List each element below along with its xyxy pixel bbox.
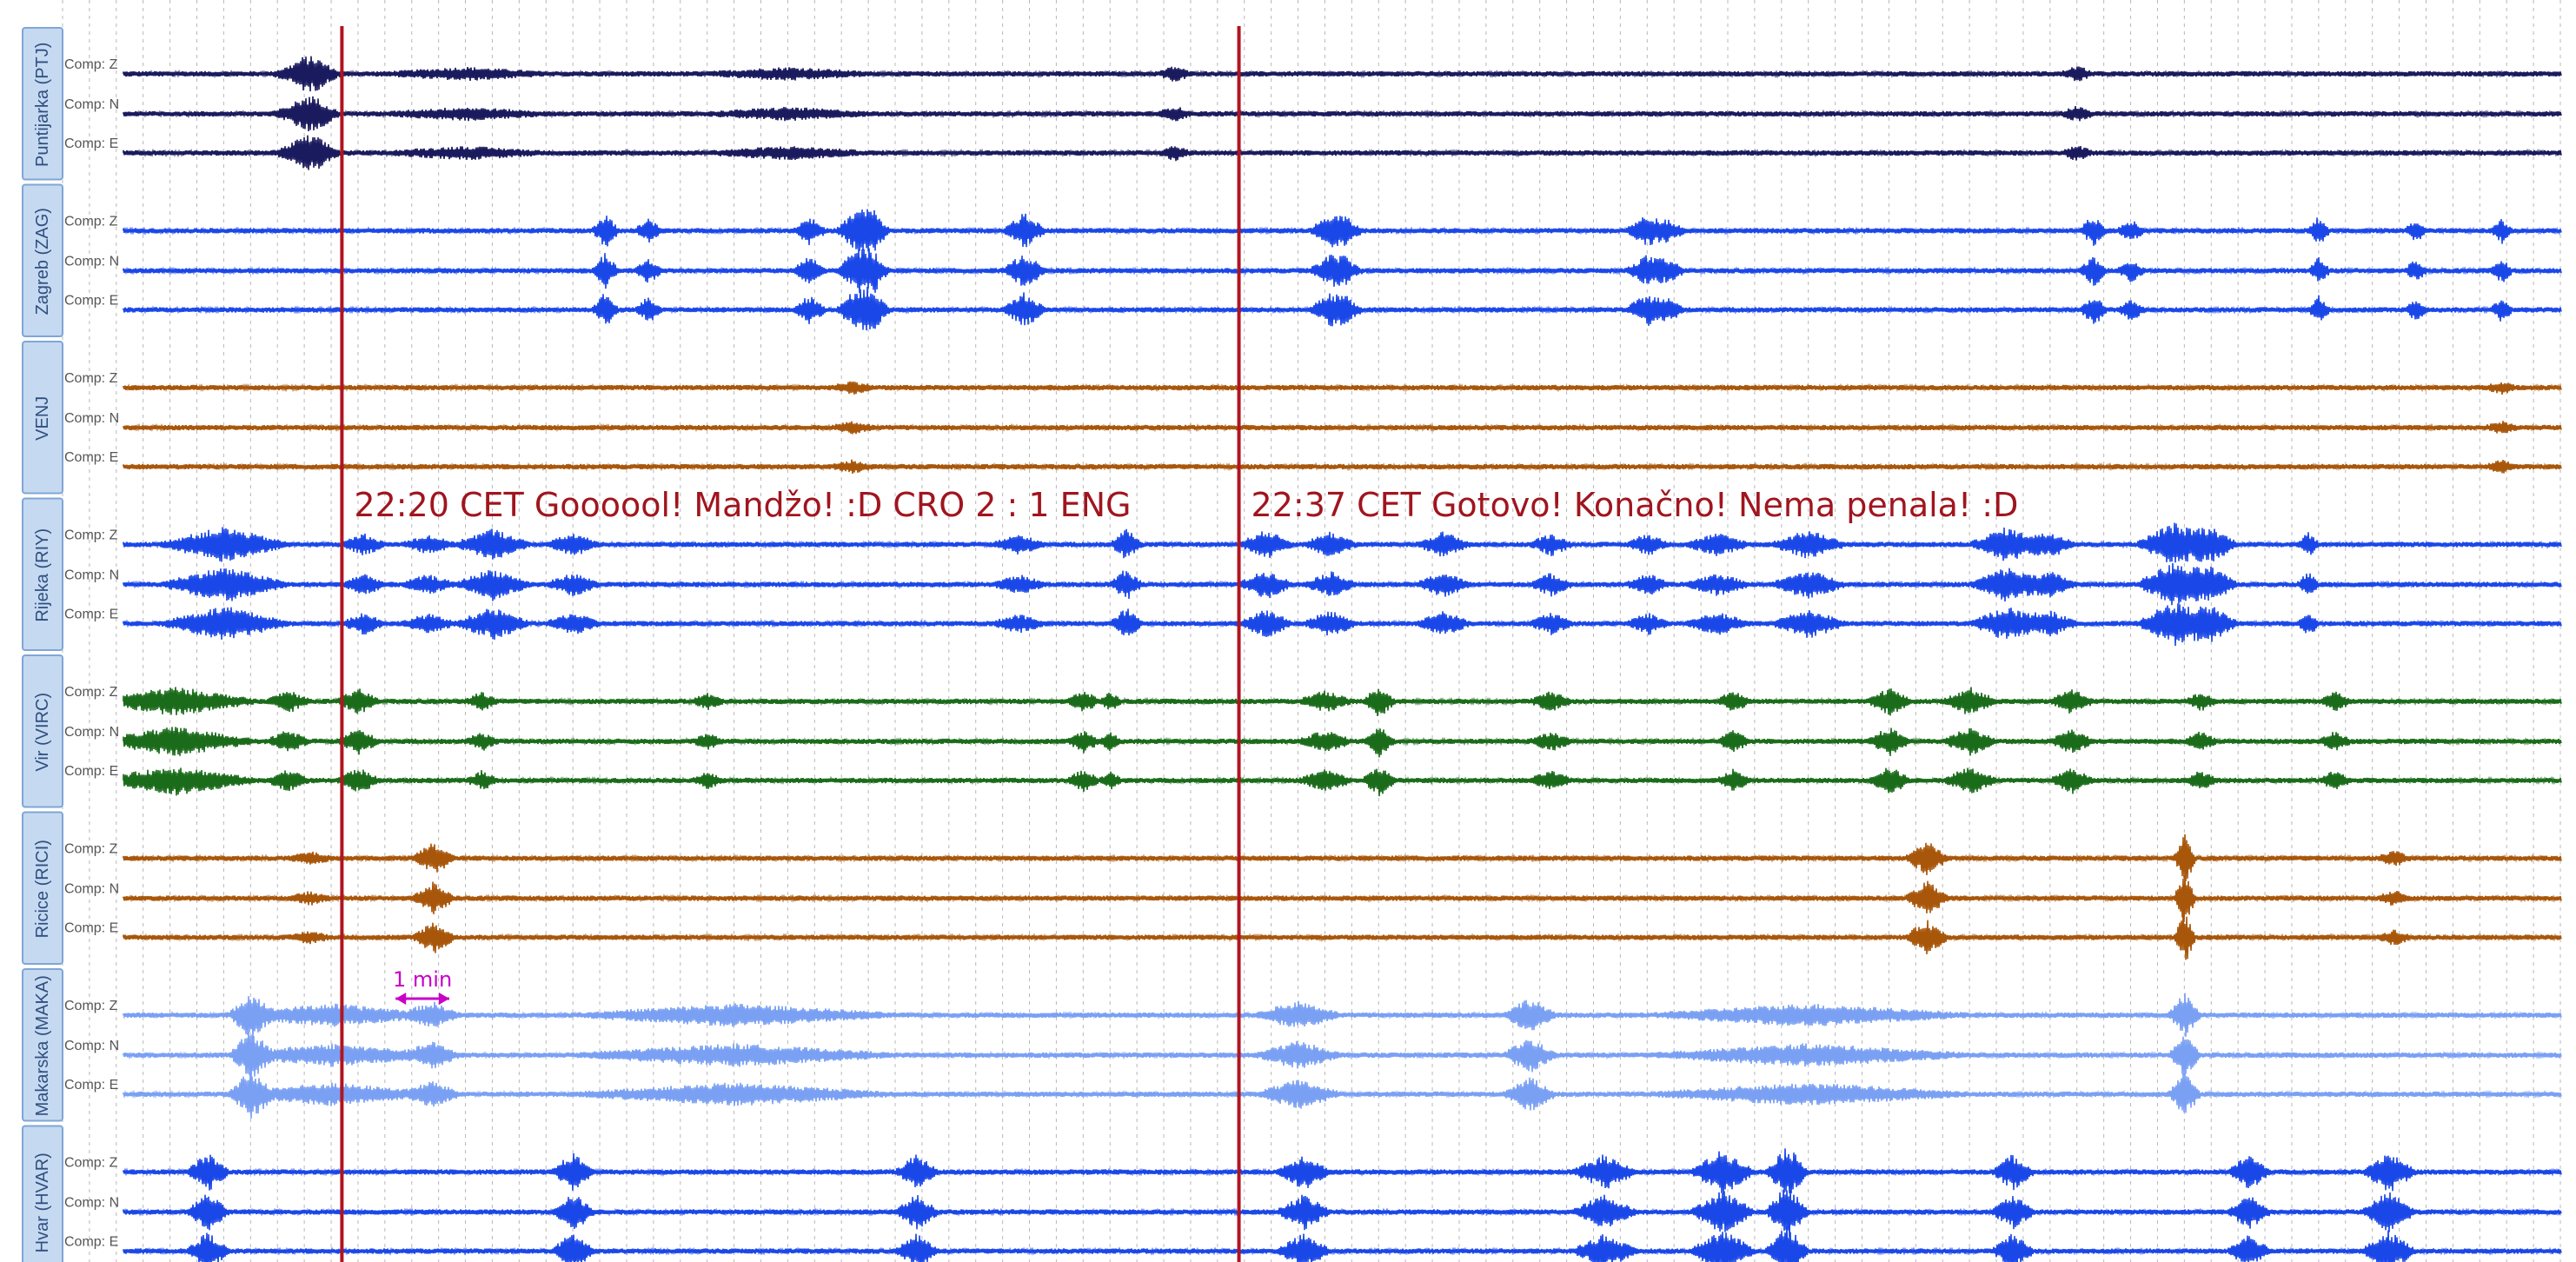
station-tab: VENJ [22,341,63,495]
station-tab: Zagreb (ZAG) [22,183,63,337]
component-label: Comp: Z [64,685,118,700]
station-tab-bg [22,968,63,1122]
station-tab-bg [22,341,63,495]
waveform-trace [123,96,2562,132]
component-label: Comp: E [64,294,118,309]
waveform-trace [123,727,2562,758]
waveform-trace [123,135,2562,170]
component-label: Comp: E [64,608,118,622]
station-label: Puntijarka (PTJ) [33,43,52,167]
station-tab-bg [22,183,63,337]
waveform-trace [123,767,2562,797]
station-tab-bg [22,27,63,181]
waveform-trace [123,522,2562,563]
component-label: Comp: Z [64,999,118,1013]
waveform-trace [123,1225,2562,1262]
waveform-traces: Comp: Z Comp: N Comp: E Comp: Z Comp: N Comp:… [64,56,2562,1262]
component-label: Comp: E [64,921,118,936]
component-label: Comp: N [64,725,119,740]
waveform-trace [123,286,2562,331]
scale-arrow-left-icon [395,993,407,1005]
station-tab-bg [22,811,63,965]
waveform-trace [123,1032,2562,1080]
station-tab-bg [22,654,63,808]
waveform-trace [123,421,2562,435]
event-markers [340,26,1241,1262]
station-tab: Vir (VIRC) [22,654,63,808]
component-label: Comp: E [64,1078,118,1093]
component-label: Comp: Z [64,1156,118,1171]
station-tab: Makarska (MAKA) [22,968,63,1122]
component-label: Comp: N [64,1196,119,1211]
station-tab: Rijeka (RIY) [22,497,63,651]
waveform-trace [123,1189,2562,1238]
waveform-trace [123,1148,2562,1195]
waveform-trace [123,248,2562,294]
component-label: Comp: Z [64,842,118,857]
station-tab-bg [22,497,63,651]
scale-arrow-right-icon [439,993,450,1005]
event-annotation: 22:20 CET Goooool! Mandžo! :D CRO 2 : 1 … [354,486,1131,524]
waveform-trace [123,993,2562,1039]
station-label: Vir (VIRC) [33,693,52,772]
station-label: Makarska (MAKA) [33,975,52,1116]
station-tab: Puntijarka (PTJ) [22,27,63,181]
station-tabs: Puntijarka (PTJ) Zagreb (ZAG) VENJ Rijeka (… [22,27,63,1262]
component-label: Comp: N [64,97,119,112]
component-label: Comp: Z [64,57,118,72]
station-label: Ricice (RICI) [33,840,52,938]
scale-bar-label: 1 min [393,967,452,992]
waveform-trace [123,56,2562,92]
component-label: Comp: Z [64,371,118,386]
station-tab: Ricice (RICI) [22,811,63,965]
event-annotation: 22:37 CET Gotovo! Konačno! Nema penala! … [1251,486,2019,524]
scale-bar: 1 min [393,967,452,1005]
component-label: Comp: N [64,1039,119,1053]
waveform-trace [123,1072,2562,1119]
waveform-trace [123,687,2562,717]
waveform-trace [123,459,2562,474]
station-label: Rijeka (RIY) [33,528,52,622]
component-label: Comp: N [64,882,119,897]
component-label: Comp: N [64,568,119,583]
annotations: 22:20 CET Goooool! Mandžo! :D CRO 2 : 1 … [354,486,2018,524]
station-tab: Hvar (HVAR) [22,1125,63,1262]
waveform-trace [123,209,2562,252]
component-label: Comp: Z [64,528,118,543]
waveform-trace [123,381,2562,395]
component-label: Comp: E [64,450,118,465]
component-label: Comp: Z [64,215,118,229]
waveform-trace [123,913,2562,960]
station-label: VENJ [33,396,52,441]
component-label: Comp: N [64,411,119,426]
station-label: Hvar (HVAR) [33,1152,52,1252]
waveform-trace [123,834,2562,881]
component-label: Comp: N [64,255,119,269]
waveform-trace [123,875,2562,922]
component-label: Comp: E [64,1235,118,1250]
waveform-trace [123,562,2562,606]
station-tab-bg [22,1125,63,1262]
component-label: Comp: E [64,764,118,779]
component-label: Comp: E [64,136,118,151]
station-label: Zagreb (ZAG) [33,208,52,315]
waveform-trace [123,603,2562,647]
